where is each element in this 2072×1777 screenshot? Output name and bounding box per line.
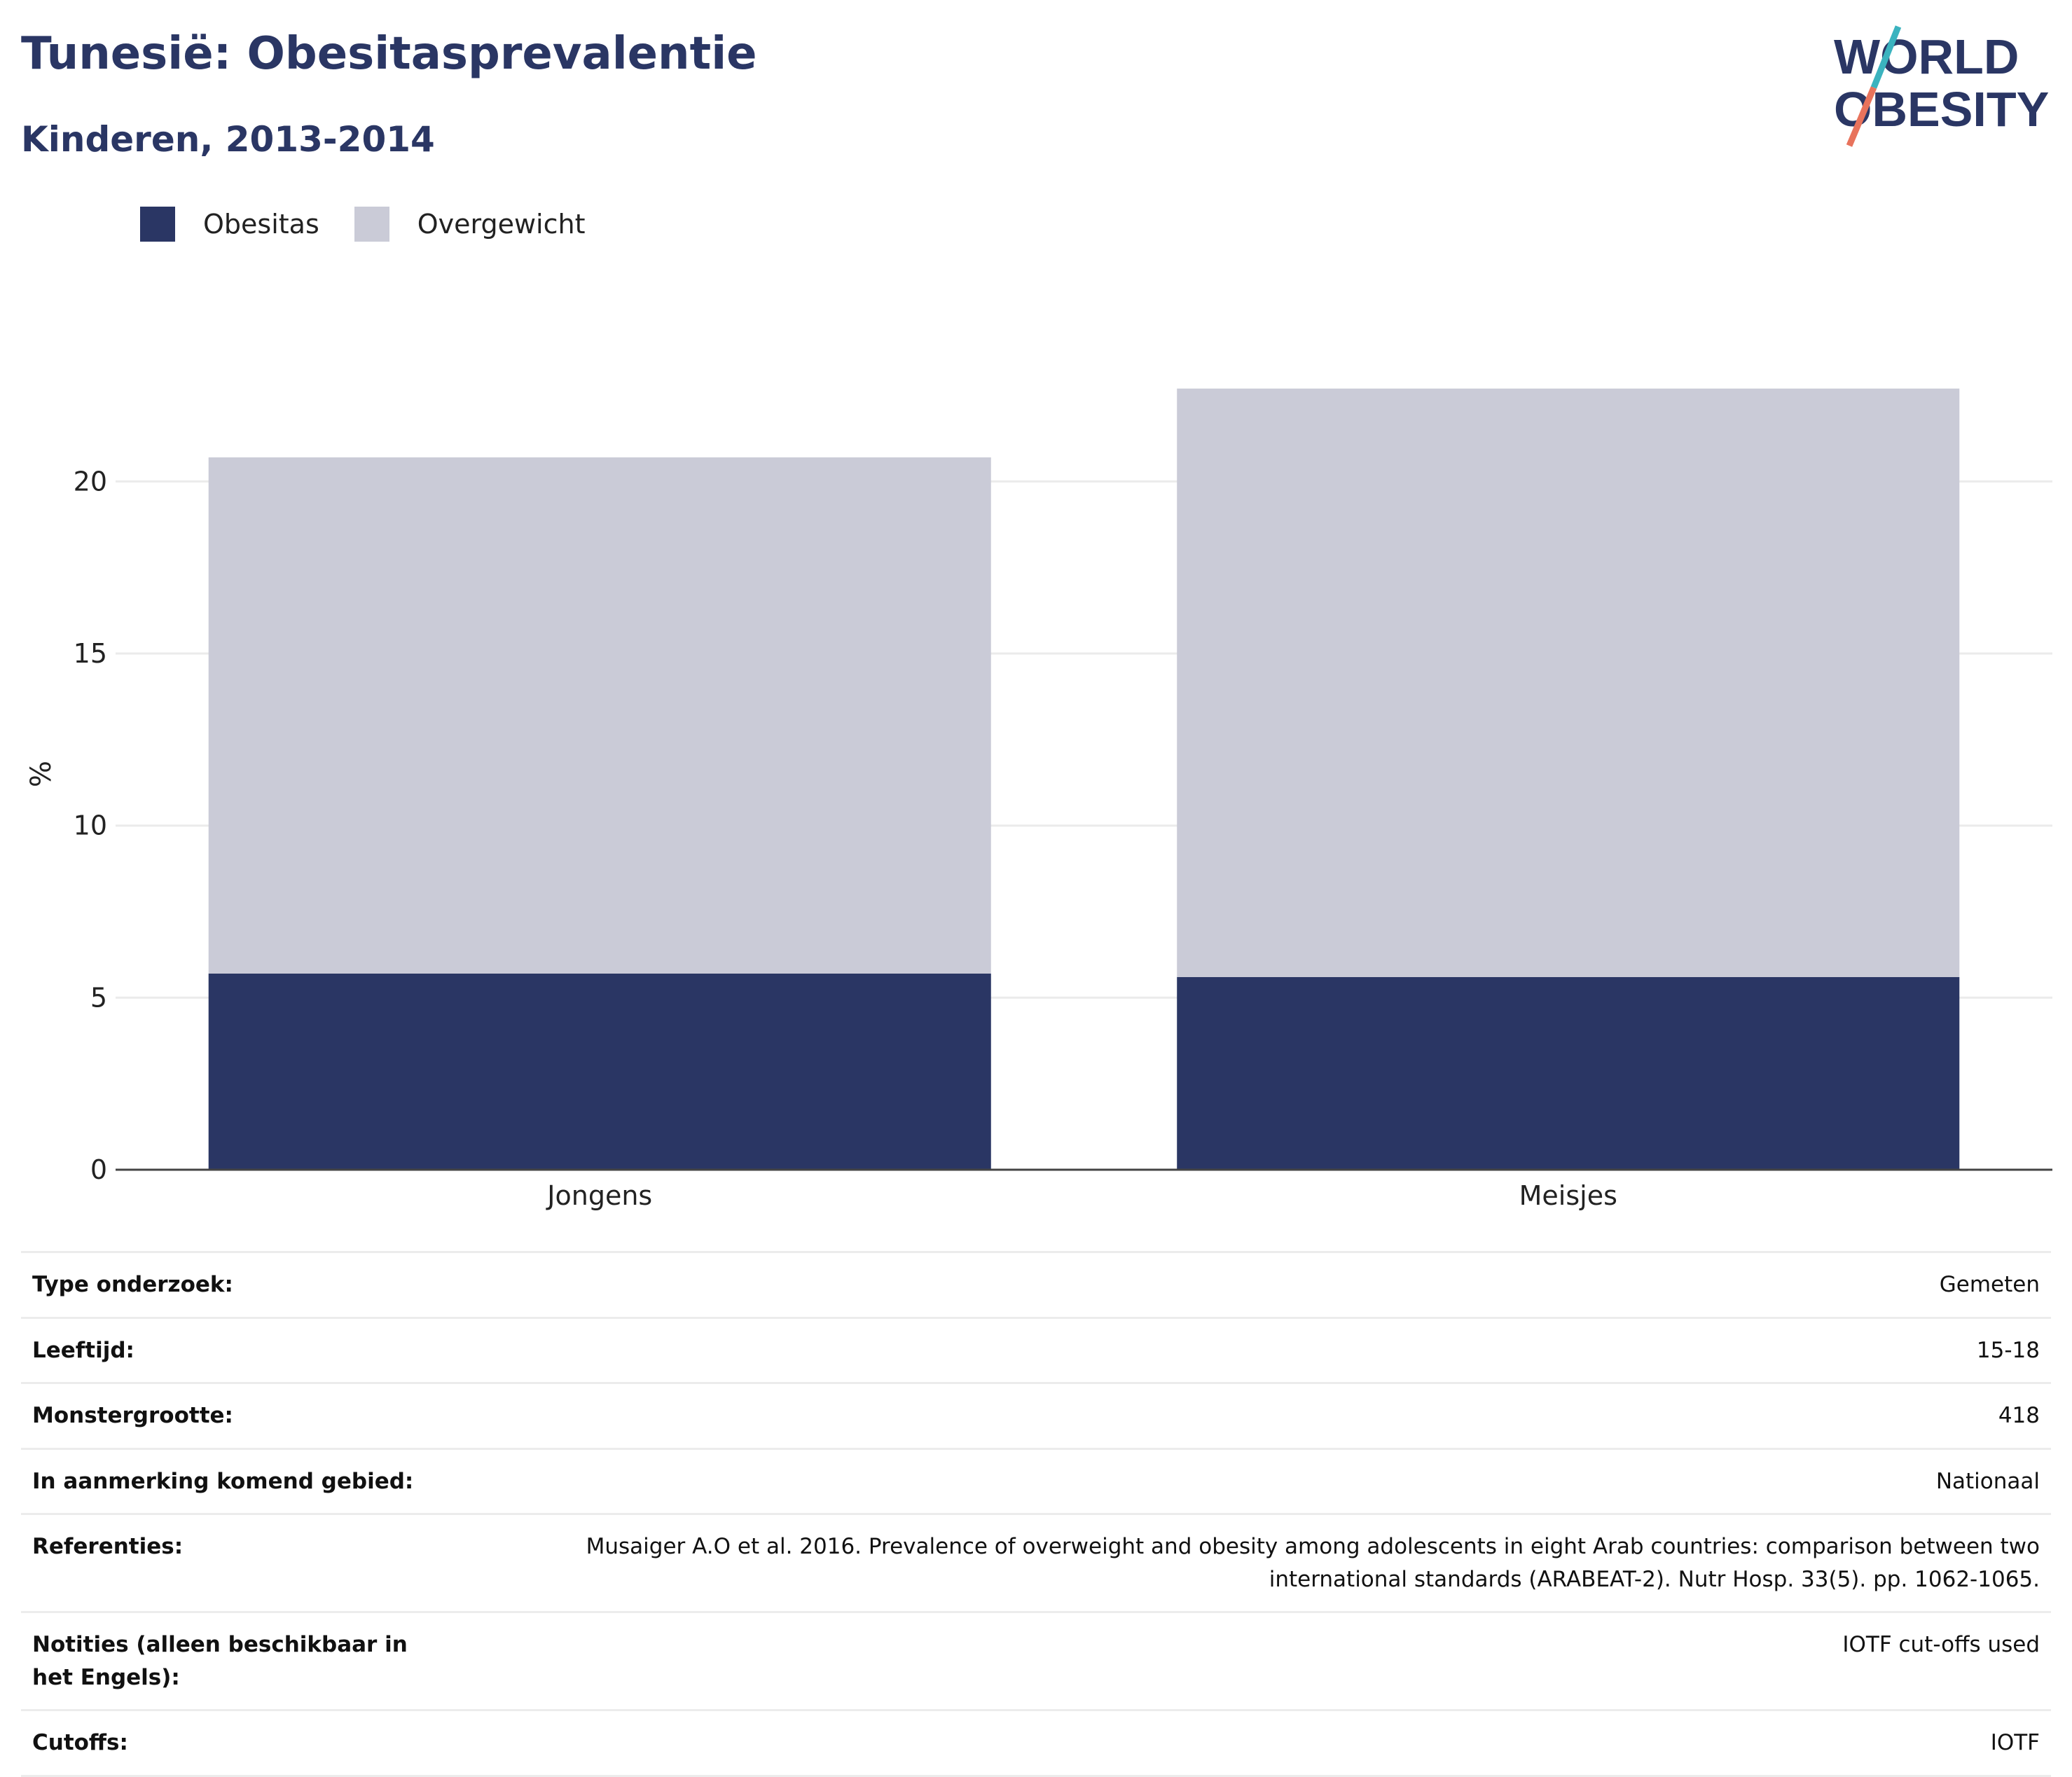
detail-label: Referenties: <box>21 1513 464 1613</box>
bar-overgewicht-jongens <box>208 457 991 974</box>
detail-value: IOTF cut-offs used <box>464 1611 2051 1711</box>
detail-label: Monstergrootte: <box>21 1382 464 1450</box>
svg-text:WORLD: WORLD <box>1834 29 2019 84</box>
detail-value: Musaiger A.O et al. 2016. Prevalence of … <box>464 1513 2051 1613</box>
detail-value: Nationaal <box>464 1447 2051 1515</box>
detail-label: In aanmerking komend gebied: <box>21 1447 464 1515</box>
legend-swatch-overgewicht <box>354 207 389 242</box>
stacked-bar-chart: 0 5 10 15 20% Jongens Meisjes <box>25 388 2052 1211</box>
table-row: Leeftijd: 15-18 <box>21 1316 2051 1384</box>
y-tick-label: 10 <box>74 810 107 841</box>
y-tick-label: 20 <box>74 466 107 497</box>
chart-title: Tunesië: Obesitasprevalentie <box>21 28 757 80</box>
detail-label: Type onderzoek: <box>21 1251 464 1319</box>
table-row: Monstergrootte: 418 <box>21 1382 2051 1450</box>
chart-subtitle: Kinderen, 2013-2014 <box>21 119 435 160</box>
bar-obesitas-jongens <box>208 973 991 1170</box>
x-tick-label: Meisjes <box>1519 1180 1617 1211</box>
detail-value: Gemeten <box>464 1251 2051 1319</box>
y-tick-label: 0 <box>90 1154 107 1185</box>
y-tick-label: 5 <box>90 982 107 1013</box>
y-axis-title: % <box>25 761 57 787</box>
survey-details-table: Type onderzoek: Gemeten Leeftijd: 15-18 Mo… <box>21 1251 2051 1777</box>
bar-obesitas-meisjes <box>1177 976 1960 1170</box>
detail-value: 15-18 <box>464 1316 2051 1384</box>
world-obesity-logo: WORLD OBESITY <box>1834 25 2049 147</box>
legend-item-overgewicht[interactable]: Overgewicht <box>354 207 586 242</box>
legend-label-obesitas: Obesitas <box>203 209 319 240</box>
chart-legend: Obesitas Overgewicht <box>140 207 621 242</box>
table-row: Type onderzoek: Gemeten <box>21 1251 2051 1319</box>
x-tick-label: Jongens <box>546 1180 652 1211</box>
table-row: Cutoffs: IOTF <box>21 1709 2051 1777</box>
detail-label: Leeftijd: <box>21 1316 464 1384</box>
table-row: Notities (alleen beschikbaar in het Enge… <box>21 1611 2051 1711</box>
legend-item-obesitas[interactable]: Obesitas <box>140 207 319 242</box>
detail-value: 418 <box>464 1382 2051 1450</box>
detail-label: Cutoffs: <box>21 1709 464 1777</box>
legend-label-overgewicht: Overgewicht <box>417 209 586 240</box>
legend-swatch-obesitas <box>140 207 175 242</box>
table-row: In aanmerking komend gebied: Nationaal <box>21 1447 2051 1515</box>
detail-label: Notities (alleen beschikbaar in het Enge… <box>21 1611 464 1711</box>
y-tick-label: 15 <box>74 638 107 669</box>
detail-value: IOTF <box>464 1709 2051 1777</box>
bar-overgewicht-meisjes <box>1177 388 1960 977</box>
table-row: Referenties: Musaiger A.O et al. 2016. Pr… <box>21 1513 2051 1613</box>
